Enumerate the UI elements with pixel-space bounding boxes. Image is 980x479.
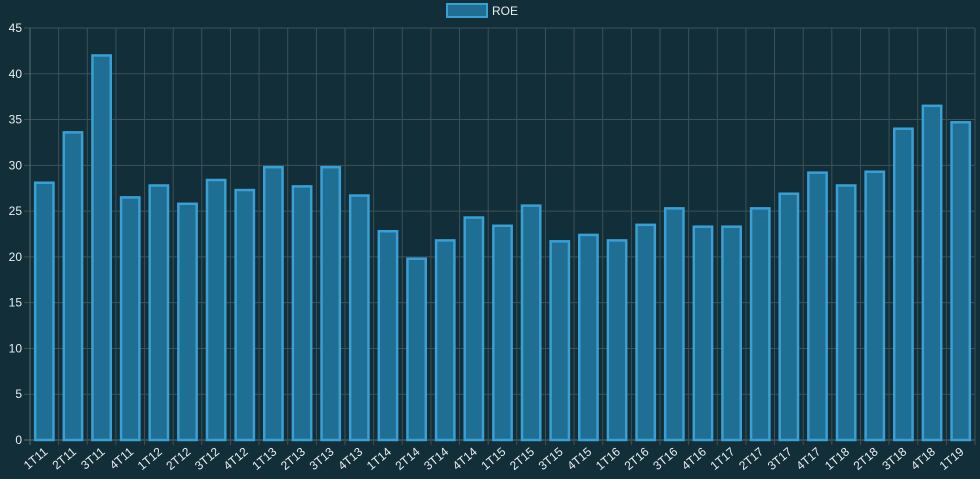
bar-4T11[interactable] <box>119 196 141 442</box>
x-tick-label: 3T17 <box>765 444 795 473</box>
bar-1T13[interactable] <box>262 165 284 442</box>
bar-1T17[interactable] <box>721 225 743 442</box>
y-tick-label: 30 <box>9 158 23 172</box>
x-tick-label: 2T15 <box>507 444 537 473</box>
bar-3T18[interactable] <box>892 127 914 442</box>
x-tick-label: 2T11 <box>50 444 80 472</box>
y-tick-label: 25 <box>9 204 23 218</box>
bar-2T11[interactable] <box>62 131 84 442</box>
x-tick-label: 1T15 <box>478 444 508 473</box>
bar-1T11[interactable] <box>33 181 55 442</box>
y-tick-label: 45 <box>9 21 23 35</box>
y-tick-label: 5 <box>15 387 22 401</box>
bar-1T18[interactable] <box>835 184 857 442</box>
x-tick-label: 1T12 <box>135 444 165 473</box>
bar-2T17[interactable] <box>749 207 771 442</box>
x-tick-label: 1T16 <box>593 444 623 473</box>
bar-3T16[interactable] <box>663 207 685 442</box>
bar-2T16[interactable] <box>635 223 657 442</box>
bar-3T13[interactable] <box>320 165 342 442</box>
bar-1T19[interactable] <box>950 121 972 442</box>
bar-2T18[interactable] <box>864 170 886 442</box>
x-tick-label: 2T13 <box>278 444 308 473</box>
bar-3T11[interactable] <box>91 54 113 442</box>
x-tick-label: 1T14 <box>364 444 394 473</box>
bar-3T12[interactable] <box>205 178 227 442</box>
x-tick-label: 1T18 <box>822 444 852 473</box>
bar-series-roe <box>33 54 972 442</box>
bar-1T14[interactable] <box>377 230 399 442</box>
bar-4T18[interactable] <box>921 104 943 442</box>
x-tick-label: 4T14 <box>450 444 480 473</box>
y-tick-label: 0 <box>15 433 22 447</box>
y-tick-label: 20 <box>9 250 23 264</box>
bar-2T12[interactable] <box>177 202 198 442</box>
bar-3T14[interactable] <box>434 239 456 442</box>
bar-1T16[interactable] <box>606 239 628 442</box>
x-tick-label: 4T13 <box>335 444 365 473</box>
x-tick-label: 4T15 <box>564 444 594 473</box>
x-tick-label: 4T11 <box>107 444 137 472</box>
x-gridlines <box>29 28 976 445</box>
x-tick-label: 3T18 <box>879 444 909 473</box>
bar-1T12[interactable] <box>148 184 170 442</box>
y-tick-label: 35 <box>9 113 23 127</box>
x-tick-label: 1T11 <box>21 444 51 472</box>
x-tick-label: 1T17 <box>708 444 738 473</box>
y-tick-label: 10 <box>9 341 23 355</box>
x-tick-label: 1T19 <box>937 444 967 473</box>
bar-4T16[interactable] <box>692 225 714 442</box>
bar-4T12[interactable] <box>234 188 256 442</box>
x-tick-label: 2T12 <box>163 444 193 473</box>
x-tick-label: 4T12 <box>221 444 251 473</box>
x-tick-label: 4T17 <box>793 444 823 473</box>
x-tick-label: 1T13 <box>249 444 279 473</box>
x-axis-tick-labels: 1T11 2T11 3T11 4T111T122T123T124T121T132T13… <box>21 444 967 473</box>
x-tick-label: 3T16 <box>650 444 680 473</box>
x-tick-label: 3T11 <box>78 444 108 472</box>
bar-2T15[interactable] <box>520 204 542 442</box>
bar-2T14[interactable] <box>406 257 428 442</box>
x-tick-label: 3T12 <box>192 444 222 473</box>
y-axis-tick-labels: 0 5 10 15 20 25 30 35 40 45 <box>9 21 23 447</box>
y-tick-label: 40 <box>9 67 23 81</box>
bar-4T13[interactable] <box>348 194 370 442</box>
x-tick-label: 4T16 <box>679 444 709 473</box>
bar-4T14[interactable] <box>463 216 485 442</box>
legend-label-roe: ROE <box>492 4 518 18</box>
x-tick-label: 3T14 <box>421 444 451 473</box>
x-tick-label: 2T17 <box>736 444 766 473</box>
legend-swatch <box>446 3 488 18</box>
x-tick-label: 2T16 <box>622 444 652 473</box>
bar-4T17[interactable] <box>807 171 828 442</box>
bar-3T15[interactable] <box>549 240 571 442</box>
x-tick-label: 2T14 <box>393 444 423 473</box>
bar-4T15[interactable] <box>577 233 599 442</box>
legend[interactable]: ROE <box>446 3 518 18</box>
bar-2T13[interactable] <box>291 185 313 442</box>
x-tick-label: 4T18 <box>908 444 938 473</box>
x-tick-label: 3T15 <box>536 444 566 473</box>
x-tick-label: 3T13 <box>307 444 337 473</box>
bar-1T15[interactable] <box>492 224 513 442</box>
x-tick-label: 2T18 <box>851 444 881 473</box>
bar-3T17[interactable] <box>778 192 800 442</box>
y-tick-label: 15 <box>9 296 23 310</box>
